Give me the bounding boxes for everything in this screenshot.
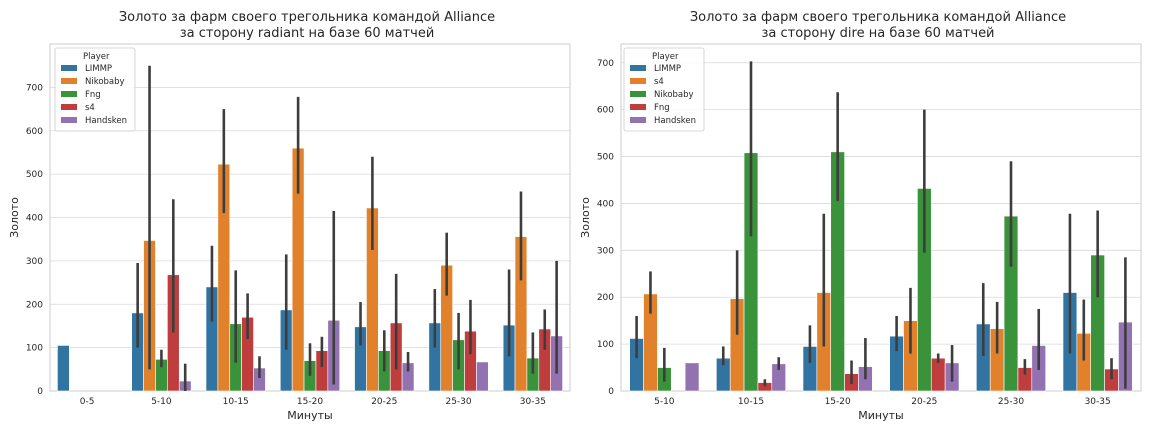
bar-fng-20-25: [930, 357, 946, 392]
y-tick-label: 500: [26, 170, 43, 180]
legend-entry-fng: Fng: [85, 90, 101, 100]
bar-handsken-25-30: [476, 361, 489, 392]
bar-limmp-0-5: [57, 345, 70, 392]
y-axis-label: Золото: [8, 197, 21, 238]
y-tick-label: 100: [597, 340, 614, 350]
x-axis-label: Минуты: [858, 409, 903, 422]
x-tick-label: 20-25: [911, 397, 937, 407]
y-tick-label: 400: [597, 199, 614, 209]
legend-title: Player: [652, 52, 679, 62]
legend: Player LIMMP Nikobaby Fng s4 Handsken: [54, 47, 136, 132]
legend-entry-handsken: Handsken: [654, 116, 696, 126]
x-tick-label: 5-10: [654, 397, 675, 407]
y-tick-label: 600: [597, 106, 614, 116]
y-tick-label: 0: [608, 387, 614, 397]
x-tick-label: 5-10: [151, 397, 172, 407]
legend-entry-s4: s4: [85, 103, 95, 113]
legend-swatch-nikobaby: [630, 91, 646, 97]
legend-swatch-handsken: [61, 117, 77, 123]
legend: Player LIMMP s4 Nikobaby Fng Handsken: [623, 47, 705, 132]
y-tick-label: 700: [26, 83, 43, 93]
x-tick-label: 25-30: [445, 397, 471, 407]
x-tick-label: 20-25: [371, 397, 397, 407]
chart-title-line: за сторону radiant на базе 60 матчей: [180, 26, 435, 41]
bar-handsken-5-10: [684, 362, 700, 392]
x-tick-label: 10-15: [223, 397, 249, 407]
y-tick-label: 700: [597, 59, 614, 69]
y-tick-label: 200: [26, 300, 43, 310]
x-tick-label: 10-15: [738, 397, 764, 407]
x-axis-label: Минуты: [287, 409, 332, 422]
x-tick-label: 25-30: [998, 397, 1024, 407]
y-tick-label: 0: [37, 387, 43, 397]
x-tick-label: 30-35: [1085, 397, 1111, 407]
y-tick-label: 600: [26, 127, 43, 137]
y-tick-label: 300: [597, 246, 614, 256]
x-tick-label: 30-35: [520, 397, 546, 407]
legend-entry-fng: Fng: [654, 103, 670, 113]
legend-swatch-limmp: [61, 65, 77, 71]
legend-title: Player: [83, 52, 110, 62]
legend-entry-limmp: LIMMP: [654, 64, 681, 74]
chart-title-line: Золото за фарм своего трегольника команд…: [119, 10, 495, 25]
x-tick-label: 15-20: [297, 397, 323, 407]
y-tick-label: 200: [597, 293, 614, 303]
legend-entry-nikobaby: Nikobaby: [654, 90, 694, 100]
x-tick-label: 0-5: [80, 397, 95, 407]
legend-swatch-s4: [630, 78, 646, 84]
plot-frame: [620, 43, 1142, 392]
legend-entry-limmp: LIMMP: [85, 64, 112, 74]
legend-swatch-fng: [61, 91, 77, 97]
legend-swatch-s4: [61, 104, 77, 110]
chart-title: Золото за фарм своего трегольника команд…: [119, 10, 495, 41]
legend-swatch-nikobaby: [61, 78, 77, 84]
legend-swatch-handsken: [630, 117, 646, 123]
chart-title-line: за сторону dire на базе 60 матчей: [761, 26, 994, 41]
chart-title-line: Золото за фарм своего трегольника команд…: [690, 10, 1066, 25]
y-axis-label: Золото: [579, 197, 592, 238]
legend-swatch-fng: [630, 104, 646, 110]
x-tick-label: 15-20: [825, 397, 851, 407]
chart-panel-2: 0 100 200 300 400 500 600 700 5-10 10-15 15-20 20-2…: [579, 10, 1142, 422]
legend-swatch-limmp: [630, 65, 646, 71]
y-tick-label: 400: [26, 214, 43, 224]
y-tick-label: 500: [597, 153, 614, 163]
chart-title: Золото за фарм своего трегольника команд…: [690, 10, 1066, 41]
chart-panel-1: 0 100 200 300 400 500 600 700 0-5 5-10 10-15 15-20 2…: [8, 10, 571, 422]
legend-entry-handsken: Handsken: [85, 116, 127, 126]
y-tick-label: 100: [26, 344, 43, 354]
legend-entry-s4: s4: [654, 77, 664, 87]
y-tick-label: 300: [26, 257, 43, 267]
legend-entry-nikobaby: Nikobaby: [85, 77, 125, 87]
